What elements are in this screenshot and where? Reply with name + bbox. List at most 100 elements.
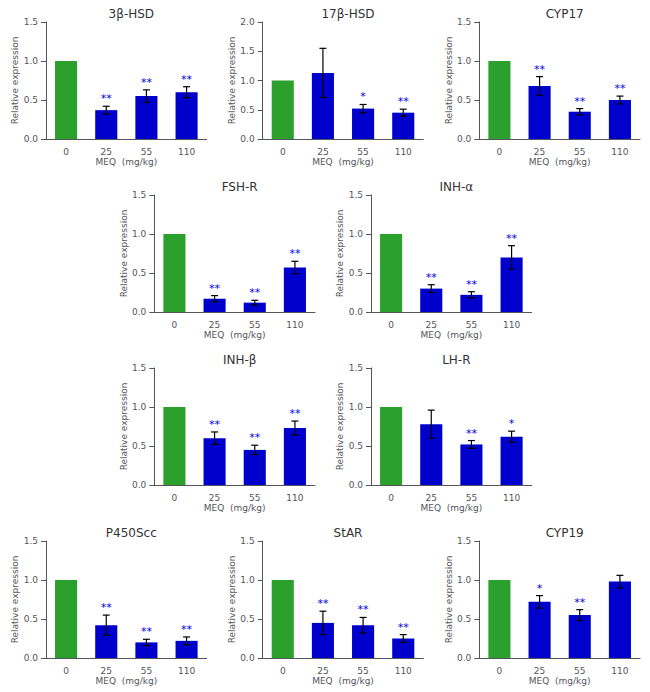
svg-text:0.5: 0.5 (24, 95, 38, 105)
svg-text:1.0: 1.0 (132, 229, 147, 239)
svg-text:**: ** (466, 278, 478, 291)
svg-text:55: 55 (249, 320, 260, 330)
svg-text:0.0: 0.0 (24, 653, 39, 663)
svg-text:25: 25 (209, 493, 220, 503)
svg-text:0: 0 (172, 493, 178, 503)
svg-text:Relative expression: Relative expression (444, 37, 454, 125)
svg-text:55: 55 (249, 493, 260, 503)
svg-text:**: ** (249, 431, 261, 444)
svg-text:0: 0 (388, 320, 394, 330)
svg-text:1.5: 1.5 (24, 536, 38, 546)
svg-text:0.5: 0.5 (240, 105, 254, 115)
svg-text:110: 110 (611, 666, 628, 676)
svg-text:**: ** (141, 625, 153, 638)
svg-text:Relative expression: Relative expression (10, 37, 20, 125)
svg-text:**: ** (249, 286, 261, 299)
svg-text:1.0: 1.0 (240, 575, 255, 585)
svg-text:CYP19: CYP19 (546, 526, 584, 540)
svg-text:110: 110 (286, 320, 303, 330)
svg-text:MEQ (mg/kg): MEQ (mg/kg) (529, 676, 591, 686)
svg-text:**: ** (574, 95, 586, 108)
svg-text:1.0: 1.0 (457, 575, 472, 585)
svg-text:**: ** (209, 282, 221, 295)
svg-text:55: 55 (357, 666, 368, 676)
svg-text:**: ** (141, 76, 153, 89)
svg-text:0.0: 0.0 (132, 480, 147, 490)
svg-text:**: ** (289, 247, 301, 260)
svg-text:17β-HSD: 17β-HSD (321, 7, 374, 21)
svg-text:1.0: 1.0 (349, 402, 364, 412)
svg-text:0.5: 0.5 (457, 95, 471, 105)
svg-text:55: 55 (357, 147, 368, 157)
svg-text:0: 0 (497, 147, 503, 157)
svg-text:**: ** (466, 427, 478, 440)
svg-text:**: ** (614, 82, 626, 95)
svg-text:0: 0 (280, 147, 286, 157)
svg-text:0.5: 0.5 (349, 268, 363, 278)
svg-text:25: 25 (534, 147, 545, 157)
svg-text:3β-HSD: 3β-HSD (109, 7, 155, 21)
svg-text:MEQ (mg/kg): MEQ (mg/kg) (420, 503, 482, 513)
svg-text:P450Scc: P450Scc (106, 526, 157, 540)
svg-text:0.0: 0.0 (349, 480, 364, 490)
svg-text:Relative expression: Relative expression (227, 556, 237, 644)
svg-text:**: ** (289, 407, 301, 420)
svg-text:*: * (509, 417, 515, 430)
svg-text:StAR: StAR (334, 526, 363, 540)
svg-text:55: 55 (574, 147, 585, 157)
svg-text:FSH-R: FSH-R (222, 180, 258, 194)
svg-text:110: 110 (178, 147, 195, 157)
svg-text:1.5: 1.5 (349, 190, 363, 200)
svg-text:Relative expression: Relative expression (10, 556, 20, 644)
svg-text:25: 25 (101, 147, 112, 157)
svg-text:MEQ (mg/kg): MEQ (mg/kg) (312, 157, 374, 167)
svg-text:**: ** (101, 601, 113, 614)
svg-text:Relative expression: Relative expression (444, 556, 454, 644)
svg-text:0: 0 (63, 147, 69, 157)
svg-text:INH-β: INH-β (223, 353, 257, 367)
svg-text:*: * (360, 90, 366, 103)
svg-text:1.5: 1.5 (457, 17, 471, 27)
svg-text:MEQ (mg/kg): MEQ (mg/kg) (529, 157, 591, 167)
svg-text:MEQ (mg/kg): MEQ (mg/kg) (95, 157, 157, 167)
svg-text:25: 25 (101, 666, 112, 676)
svg-text:LH-R: LH-R (442, 353, 470, 367)
svg-text:0: 0 (280, 666, 286, 676)
svg-text:0.0: 0.0 (132, 307, 147, 317)
svg-text:1.0: 1.0 (24, 575, 39, 585)
svg-text:0.5: 0.5 (457, 614, 471, 624)
svg-text:0.0: 0.0 (240, 134, 255, 144)
svg-text:CYP17: CYP17 (546, 7, 584, 21)
svg-text:1.0: 1.0 (132, 402, 147, 412)
svg-text:55: 55 (141, 147, 152, 157)
svg-text:**: ** (398, 621, 410, 634)
svg-text:MEQ (mg/kg): MEQ (mg/kg) (204, 503, 266, 513)
svg-text:0.5: 0.5 (132, 268, 146, 278)
svg-text:110: 110 (178, 666, 195, 676)
svg-text:0.0: 0.0 (24, 134, 39, 144)
svg-text:MEQ (mg/kg): MEQ (mg/kg) (312, 676, 374, 686)
svg-text:**: ** (398, 95, 410, 108)
svg-text:0: 0 (497, 666, 503, 676)
svg-text:**: ** (317, 597, 329, 610)
svg-text:**: ** (358, 603, 370, 616)
svg-text:2.0: 2.0 (240, 17, 255, 27)
svg-text:1.0: 1.0 (24, 56, 39, 66)
svg-text:110: 110 (503, 493, 520, 503)
svg-text:0: 0 (388, 493, 394, 503)
svg-text:Relative expression: Relative expression (119, 383, 129, 471)
svg-text:0.5: 0.5 (24, 614, 38, 624)
svg-text:**: ** (534, 63, 546, 76)
svg-text:0: 0 (172, 320, 178, 330)
svg-text:Relative expression: Relative expression (119, 210, 129, 298)
svg-text:25: 25 (317, 666, 328, 676)
svg-text:55: 55 (466, 320, 477, 330)
svg-text:0.0: 0.0 (457, 134, 472, 144)
svg-text:1.0: 1.0 (240, 76, 255, 86)
svg-text:MEQ (mg/kg): MEQ (mg/kg) (420, 330, 482, 340)
svg-text:55: 55 (466, 493, 477, 503)
svg-text:0.0: 0.0 (349, 307, 364, 317)
svg-text:0.5: 0.5 (132, 441, 146, 451)
svg-text:Relative expression: Relative expression (227, 37, 237, 125)
svg-text:1.5: 1.5 (240, 46, 254, 56)
